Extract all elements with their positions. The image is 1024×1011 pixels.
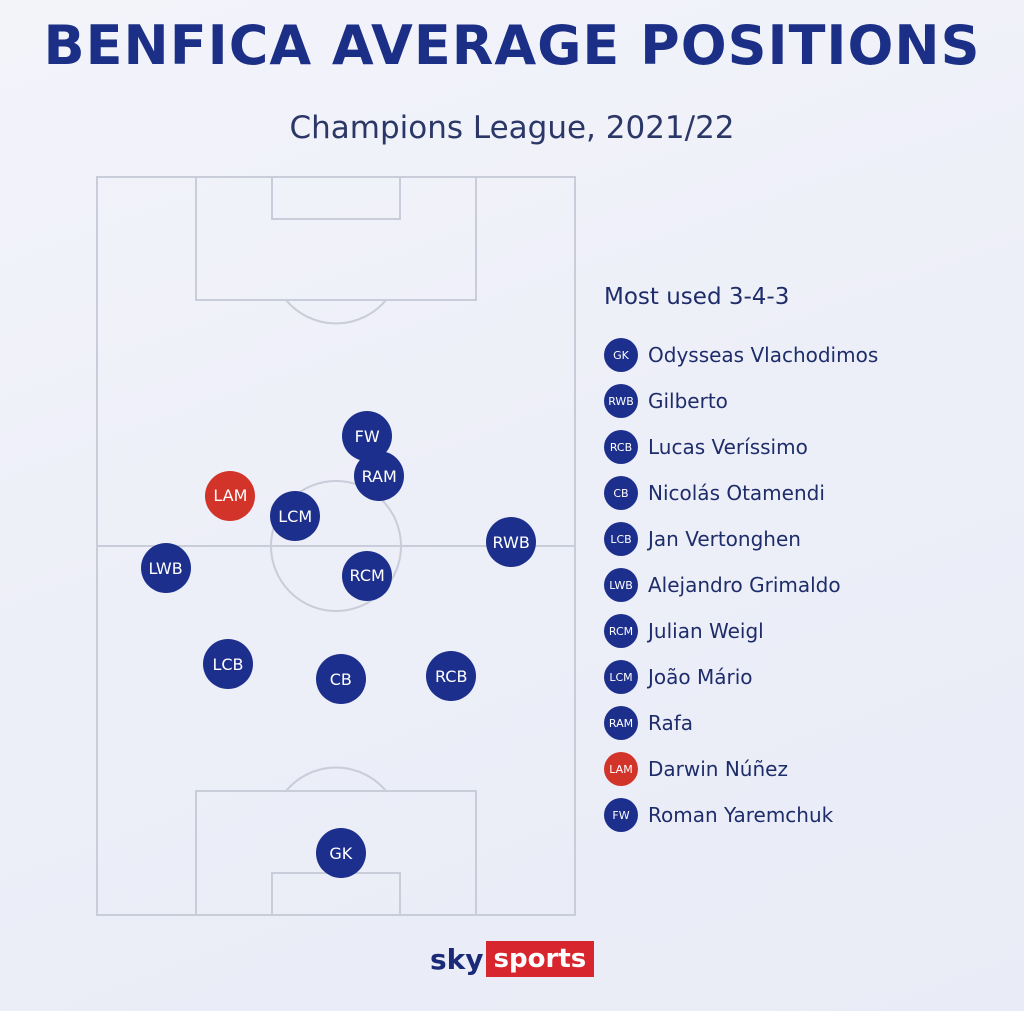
page-subtitle: Champions League, 2021/22 (289, 110, 735, 146)
top-penalty-area (195, 176, 477, 301)
top-six-yard-box (271, 176, 401, 220)
player-marker-cb: CB (315, 654, 366, 705)
position-badge: FW (604, 798, 638, 832)
position-badge: RAM (604, 706, 638, 740)
legend-item: RCM Julian Weigl (604, 608, 1004, 654)
player-marker-fw: FW (342, 411, 393, 462)
position-badge: CB (604, 476, 638, 510)
position-badge: RWB (604, 384, 638, 418)
player-name: Jan Vertonghen (648, 527, 801, 551)
legend-title: Most used 3-4-3 (604, 284, 790, 310)
player-marker-rwb: RWB (486, 517, 537, 568)
player-name: Alejandro Grimaldo (648, 573, 841, 597)
sky-sports-logo: sky sports (430, 940, 595, 978)
legend-item: RCB Lucas Veríssimo (604, 424, 1004, 470)
legend-item: LAM Darwin Núñez (604, 746, 1004, 792)
player-name: Darwin Núñez (648, 757, 788, 781)
logo-sports: sports (485, 941, 595, 977)
legend-item: RWB Gilberto (604, 378, 1004, 424)
player-marker-gk: GK (315, 828, 366, 879)
bottom-penalty-arc (285, 766, 387, 792)
position-badge: RCM (604, 614, 638, 648)
player-marker-rcm: RCM (342, 550, 393, 601)
player-marker-lwb: LWB (140, 543, 191, 594)
centre-circle (270, 480, 402, 612)
legend-item: CB Nicolás Otamendi (604, 470, 1004, 516)
top-penalty-arc (285, 299, 387, 325)
position-badge: LCM (604, 660, 638, 694)
position-badge: LAM (604, 752, 638, 786)
legend-item: LCM João Mário (604, 654, 1004, 700)
formation-legend: Most used 3-4-3 GK Odysseas Vlachodimos RW… (604, 284, 1004, 838)
player-name: Nicolás Otamendi (648, 481, 825, 505)
player-marker-lcm: LCM (270, 491, 321, 542)
page-title: BENFICA AVERAGE POSITIONS (43, 14, 981, 77)
player-marker-lcb: LCB (203, 639, 253, 690)
logo-sky: sky (430, 942, 484, 976)
player-name: Julian Weigl (648, 619, 764, 643)
player-name: Odysseas Vlachodimos (648, 343, 879, 367)
position-badge: GK (604, 338, 638, 372)
legend-item: GK Odysseas Vlachodimos (604, 332, 1004, 378)
position-badge: LCB (604, 522, 638, 556)
legend-item: FW Roman Yaremchuk (604, 792, 1004, 838)
legend-item: LCB Jan Vertonghen (604, 516, 1004, 562)
position-badge: LWB (604, 568, 638, 602)
bottom-six-yard-box (271, 872, 401, 916)
player-marker-lam: LAM (205, 470, 256, 521)
player-name: João Mário (648, 665, 753, 689)
player-name: Roman Yaremchuk (648, 803, 834, 827)
player-name: Lucas Veríssimo (648, 435, 808, 459)
legend-item: RAM Rafa (604, 700, 1004, 746)
player-marker-rcb: RCB (426, 651, 477, 702)
player-name: Gilberto (648, 389, 728, 413)
player-name: Rafa (648, 711, 694, 735)
pitch: GK RWB RCB CB LCB LWB RCM LCM RAM LAM FW (96, 176, 576, 916)
position-badge: RCB (604, 430, 638, 464)
legend-list: GK Odysseas Vlachodimos RWB Gilberto RCB Luca… (604, 332, 1004, 838)
legend-item: LWB Alejandro Grimaldo (604, 562, 1004, 608)
